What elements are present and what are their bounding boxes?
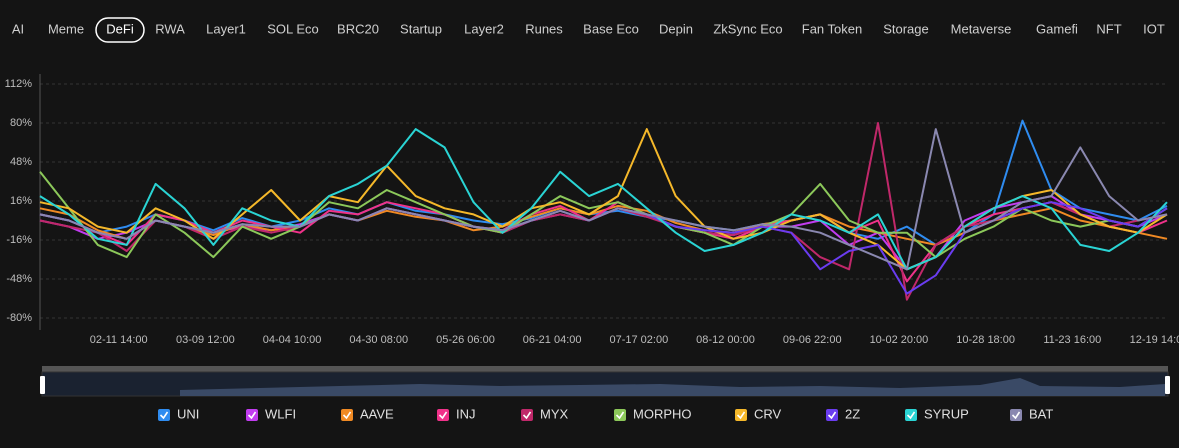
- tab[interactable]: Runes: [525, 21, 563, 36]
- legend-checkbox: [158, 409, 170, 421]
- tab[interactable]: NFT: [1096, 21, 1121, 36]
- x-tick-label: 05-26 06:00: [436, 334, 495, 346]
- legend-check: [342, 411, 352, 420]
- series-line: [39, 128, 1168, 271]
- legend-checkbox: [437, 409, 449, 421]
- legend-check: [247, 411, 257, 420]
- legend-item[interactable]: BAT: [1010, 406, 1053, 421]
- tab[interactable]: AI: [12, 21, 24, 36]
- legend-item[interactable]: AAVE: [341, 406, 394, 421]
- legend-label: BAT: [1029, 406, 1053, 421]
- legend-item[interactable]: SYRUP: [905, 406, 969, 421]
- legend-checkbox: [341, 409, 353, 421]
- legend-check: [615, 411, 625, 420]
- legend-checkbox: [521, 409, 533, 421]
- legend-label: AAVE: [360, 406, 394, 421]
- x-tick-label: 02-11 14:00: [90, 334, 148, 346]
- y-tick-label: -16%: [6, 234, 32, 246]
- zoom-handle[interactable]: [40, 376, 45, 394]
- x-tick-label: 12-19 14:00: [1130, 334, 1179, 346]
- x-tick-label: 04-04 10:00: [263, 334, 322, 346]
- legend-check: [522, 411, 532, 420]
- tab[interactable]: Metaverse: [951, 21, 1012, 36]
- legend-checkbox: [735, 409, 747, 421]
- x-tick-label: 09-06 22:00: [783, 334, 842, 346]
- y-tick-label: 16%: [10, 195, 32, 207]
- legend-item[interactable]: CRV: [735, 406, 782, 421]
- legend-check: [159, 411, 169, 420]
- tab[interactable]: SOL Eco: [267, 21, 319, 36]
- tab[interactable]: Fan Token: [802, 21, 862, 36]
- tab[interactable]: Layer1: [206, 21, 246, 36]
- x-tick-label: 06-21 04:00: [523, 334, 582, 346]
- legend-label: INJ: [456, 406, 476, 421]
- legend-checkbox: [905, 409, 917, 421]
- y-tick-label: 80%: [10, 117, 32, 129]
- legend-label: MYX: [540, 406, 569, 421]
- legend-item[interactable]: MYX: [521, 406, 569, 421]
- tab[interactable]: BRC20: [337, 21, 379, 36]
- tab[interactable]: Depin: [659, 21, 693, 36]
- zoom-handle[interactable]: [1165, 376, 1170, 394]
- y-tick-label: 112%: [5, 78, 33, 90]
- tab[interactable]: Base Eco: [583, 21, 639, 36]
- tab[interactable]: DeFi: [106, 21, 134, 36]
- y-tick-label: -48%: [6, 273, 32, 285]
- legend-check: [906, 411, 916, 420]
- y-tick-label: -80%: [6, 312, 32, 324]
- legend-checkbox: [1010, 409, 1022, 421]
- legend-label: 2Z: [845, 406, 860, 421]
- legend-item[interactable]: INJ: [437, 406, 476, 421]
- legend-checkbox: [246, 409, 258, 421]
- x-tick-label: 10-02 20:00: [870, 334, 929, 346]
- x-tick-label: 04-30 08:00: [349, 334, 408, 346]
- legend-item[interactable]: UNI: [158, 406, 199, 421]
- x-tick-label: 08-12 00:00: [696, 334, 755, 346]
- x-tick-label: 11-23 16:00: [1043, 334, 1101, 346]
- tab-active-pill: [95, 17, 145, 43]
- tab[interactable]: Meme: [48, 21, 84, 36]
- y-tick-label: 48%: [10, 156, 32, 168]
- zoom-bar: [42, 366, 1168, 372]
- tab[interactable]: Layer2: [464, 21, 504, 36]
- tab[interactable]: Gamefi: [1036, 21, 1078, 36]
- legend-check: [438, 411, 448, 420]
- legend-label: CRV: [754, 406, 782, 421]
- x-tick-label: 07-17 02:00: [609, 334, 668, 346]
- legend-check: [1011, 411, 1021, 420]
- legend-label: SYRUP: [924, 406, 969, 421]
- legend-check: [827, 411, 837, 420]
- x-tick-label: 03-09 12:00: [176, 334, 235, 346]
- legend-label: WLFI: [265, 406, 296, 421]
- tab[interactable]: IOT: [1143, 21, 1165, 36]
- tab[interactable]: ZkSync Eco: [713, 21, 782, 36]
- legend-label: MORPHO: [633, 406, 692, 421]
- zoom-preview: [180, 378, 1165, 396]
- legend-check: [736, 411, 746, 420]
- legend-checkbox: [614, 409, 626, 421]
- tab[interactable]: Storage: [883, 21, 929, 36]
- legend-item[interactable]: WLFI: [246, 406, 296, 421]
- tab[interactable]: Startup: [400, 21, 442, 36]
- legend-label: UNI: [177, 406, 199, 421]
- x-tick-label: 10-28 18:00: [956, 334, 1015, 346]
- legend-item[interactable]: 2Z: [826, 406, 860, 421]
- legend-checkbox: [826, 409, 838, 421]
- legend-item[interactable]: MORPHO: [614, 406, 692, 421]
- tab[interactable]: RWA: [155, 21, 185, 36]
- data-zoom: [40, 366, 1170, 397]
- series-line: [39, 128, 1168, 271]
